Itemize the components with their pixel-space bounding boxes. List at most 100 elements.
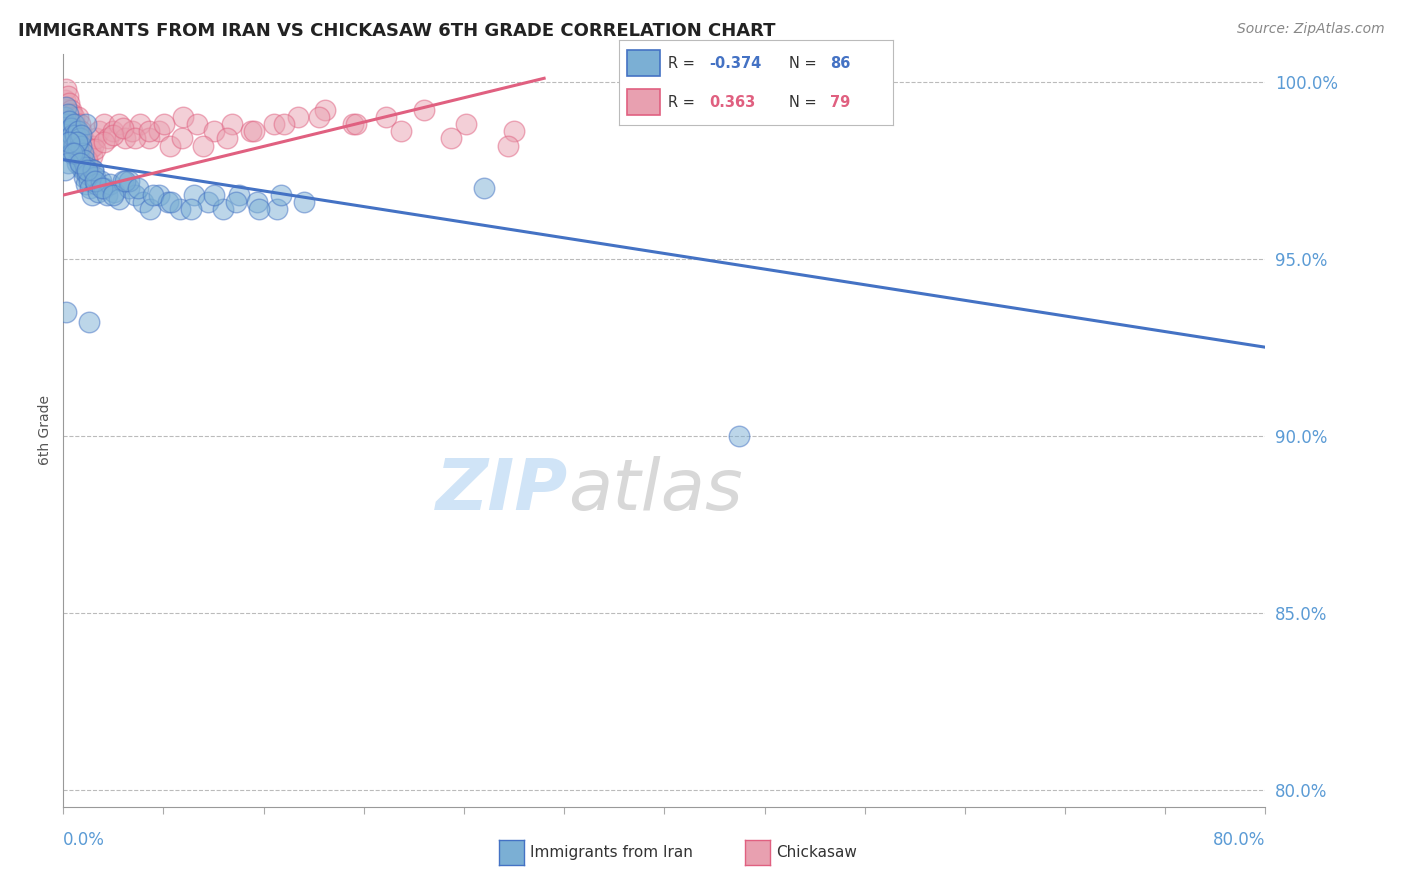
Point <box>60 106 83 120</box>
Point <box>344 117 367 131</box>
Point <box>180 202 202 217</box>
Point <box>124 188 146 202</box>
Point <box>124 131 146 145</box>
Point <box>75 178 97 192</box>
Point <box>80 149 103 163</box>
Point <box>70 138 93 153</box>
Point <box>170 131 193 145</box>
Point <box>60 128 83 142</box>
Text: 86: 86 <box>830 55 851 70</box>
Text: N =: N = <box>789 95 821 110</box>
Point <box>76 167 98 181</box>
Point <box>65 149 87 163</box>
Point <box>77 160 100 174</box>
Point <box>127 181 149 195</box>
Point <box>157 195 180 210</box>
Point <box>496 138 519 153</box>
Point <box>82 163 104 178</box>
Point <box>728 428 751 442</box>
Point <box>118 181 141 195</box>
Point <box>138 131 160 145</box>
Point <box>263 117 285 131</box>
Point <box>73 138 96 153</box>
Point <box>67 128 90 142</box>
Text: 0.0%: 0.0% <box>63 831 105 849</box>
Point <box>108 117 131 131</box>
Point <box>129 117 152 131</box>
Text: -0.374: -0.374 <box>709 55 762 70</box>
Point <box>60 124 83 138</box>
Point <box>93 117 115 131</box>
Text: R =: R = <box>668 55 700 70</box>
Point <box>112 120 135 135</box>
Point <box>67 110 90 124</box>
Point <box>215 131 238 145</box>
Point <box>73 153 96 167</box>
Point <box>75 163 97 178</box>
Text: 79: 79 <box>830 95 851 110</box>
Point <box>60 145 83 160</box>
Point <box>60 145 83 160</box>
Point <box>93 181 115 195</box>
Point <box>67 142 90 156</box>
Point <box>266 202 288 217</box>
Point <box>148 124 170 138</box>
Point <box>77 316 100 330</box>
Point <box>114 131 136 145</box>
Point <box>160 195 183 210</box>
Point <box>62 145 84 160</box>
Point <box>62 131 84 145</box>
Point <box>142 188 165 202</box>
Point <box>58 131 80 145</box>
Point <box>228 188 250 202</box>
Point <box>90 174 112 188</box>
Point <box>101 124 124 138</box>
Point <box>53 163 76 178</box>
Point <box>114 174 136 188</box>
Text: R =: R = <box>668 95 700 110</box>
Point <box>413 103 436 117</box>
Point <box>98 178 121 192</box>
Text: 0.363: 0.363 <box>709 95 755 110</box>
Point <box>132 195 155 210</box>
Point <box>87 185 110 199</box>
Point <box>89 124 111 138</box>
Point <box>221 117 243 131</box>
Point <box>59 120 82 135</box>
Point <box>62 117 84 131</box>
Point <box>440 131 463 145</box>
Point <box>69 117 91 131</box>
Point <box>82 138 104 153</box>
Point <box>86 178 108 192</box>
Point <box>246 195 269 210</box>
Point <box>70 142 93 156</box>
Point <box>79 142 101 156</box>
Point <box>69 156 91 170</box>
Point <box>308 110 330 124</box>
Point <box>65 117 87 131</box>
Point <box>76 153 98 167</box>
Point <box>108 192 131 206</box>
Point <box>58 135 80 149</box>
Point <box>202 188 225 202</box>
Point <box>138 124 160 138</box>
Point <box>58 117 80 131</box>
Point <box>101 188 124 202</box>
Point <box>59 117 82 131</box>
Point <box>72 131 94 145</box>
Point <box>118 174 141 188</box>
Point <box>503 124 526 138</box>
Point <box>243 124 266 138</box>
Point <box>56 89 79 103</box>
Point <box>91 181 114 195</box>
Point <box>56 106 79 120</box>
Point <box>76 153 98 167</box>
Point <box>67 124 90 138</box>
Point <box>202 124 225 138</box>
Point <box>56 156 79 170</box>
Point <box>70 124 93 138</box>
Text: N =: N = <box>789 55 821 70</box>
Point <box>197 195 219 210</box>
Point <box>69 135 91 149</box>
Point <box>86 131 108 145</box>
